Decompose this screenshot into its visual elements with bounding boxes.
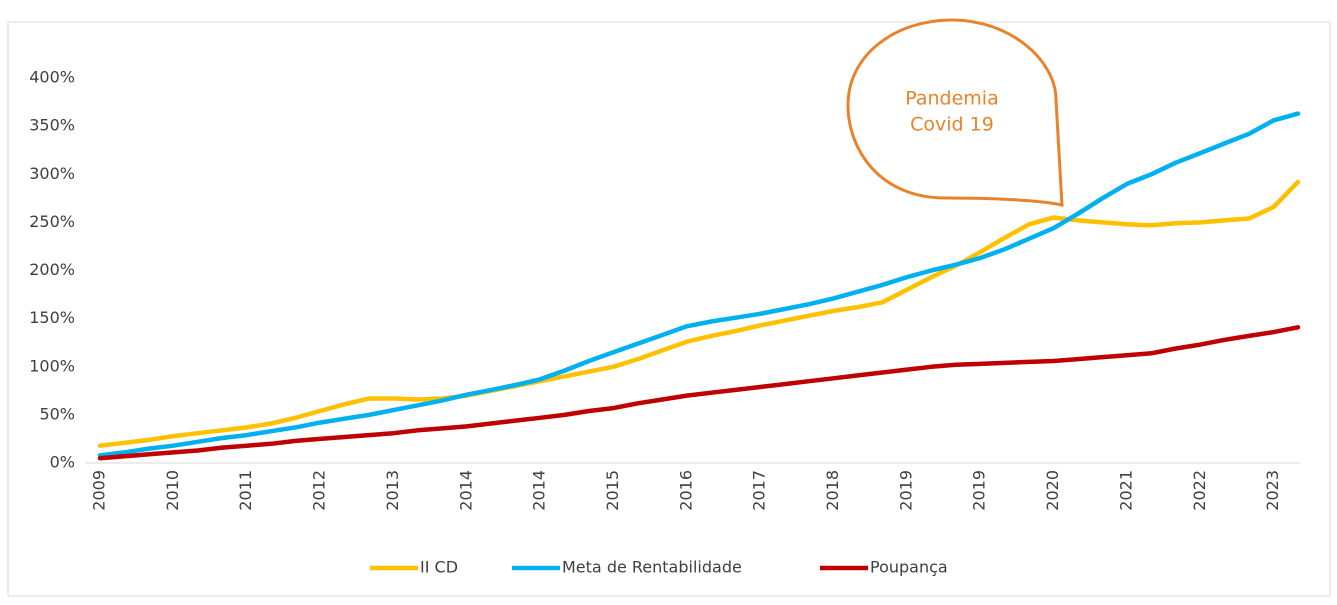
x-tick-label: 2022 bbox=[1190, 470, 1209, 511]
x-tick-label: 2015 bbox=[603, 470, 622, 511]
series-line bbox=[97, 325, 1301, 461]
x-tick-label: 2011 bbox=[236, 470, 255, 511]
legend-label: Poupança bbox=[870, 558, 948, 577]
annotation-line: Pandemia bbox=[905, 88, 998, 110]
x-tick-label: 2017 bbox=[750, 470, 769, 511]
annotation-line: Covid 19 bbox=[910, 114, 994, 136]
x-tick-label: 2020 bbox=[1043, 470, 1062, 511]
series-line bbox=[97, 179, 1301, 448]
x-tick-label: 2018 bbox=[823, 470, 842, 511]
callout-bubble bbox=[846, 18, 1064, 207]
x-tick-label: 2019 bbox=[896, 470, 915, 511]
x-tick-label: 2010 bbox=[163, 470, 182, 511]
y-tick-label: 250% bbox=[29, 212, 75, 231]
x-tick-label: 2014 bbox=[456, 470, 475, 511]
x-tick-label: 2021 bbox=[1116, 470, 1135, 511]
x-tick-label: 2023 bbox=[1263, 470, 1282, 511]
y-tick-label: 200% bbox=[29, 260, 75, 279]
series-line bbox=[97, 111, 1301, 458]
y-tick-label: 50% bbox=[39, 404, 75, 423]
x-tick-label: 2012 bbox=[310, 470, 329, 511]
x-tick-label: 2009 bbox=[90, 470, 109, 511]
y-tick-label: 300% bbox=[29, 164, 75, 183]
chart-frame bbox=[7, 21, 1331, 597]
legend-label: Meta de Rentabilidade bbox=[562, 558, 742, 577]
y-tick-label: 0% bbox=[50, 453, 75, 472]
y-tick-label: 100% bbox=[29, 356, 75, 375]
x-tick-label: 2019 bbox=[970, 470, 989, 511]
x-tick-label: 2014 bbox=[530, 470, 549, 511]
x-tick-label: 2013 bbox=[383, 470, 402, 511]
y-tick-label: 400% bbox=[29, 68, 75, 87]
legend-label: II CD bbox=[420, 558, 458, 577]
y-tick-label: 350% bbox=[29, 116, 75, 135]
y-tick-label: 150% bbox=[29, 308, 75, 327]
x-tick-label: 2016 bbox=[676, 470, 695, 511]
